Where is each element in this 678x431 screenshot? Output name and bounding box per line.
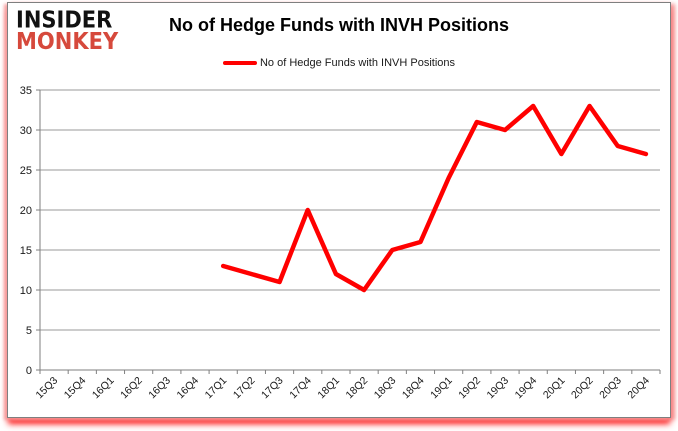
x-tick-label: 16Q2 [118,375,145,402]
x-tick-label: 18Q1 [315,375,342,402]
insider-monkey-logo: INSIDER MONKEY [16,6,119,55]
x-tick-label: 18Q4 [400,375,427,402]
y-tick-label: 25 [20,165,32,177]
legend-line-swatch [222,61,257,65]
x-tick-label: 16Q3 [146,375,173,402]
series-line-invh [220,103,649,293]
legend-label: No of Hedge Funds with INVH Positions [259,57,456,69]
y-tick-label: 5 [26,325,32,337]
y-tick-label: 10 [20,285,32,297]
y-tick-label: 35 [20,85,32,97]
x-tick-label: 15Q3 [34,375,61,402]
x-tick-label: 20Q1 [541,375,568,402]
x-tick-label: 18Q3 [372,375,399,402]
x-tick-label: 19Q4 [513,375,540,402]
x-tick-label: 17Q1 [203,375,230,402]
logo-line-monkey: MONKEY [16,28,119,55]
x-tick-label: 20Q2 [569,375,596,402]
chart-card: INSIDER MONKEY No of Hedge Funds with IN… [7,2,671,418]
x-tick-label: 17Q3 [259,375,286,402]
x-tick-label: 15Q4 [62,375,89,402]
x-tick-label: 16Q4 [174,375,201,402]
x-tick-label: 17Q2 [231,375,258,402]
logo-line-insider: INSIDER [16,6,113,33]
x-tick-label: 20Q4 [625,375,652,402]
chart-legend: No of Hedge Funds with INVH Positions [8,57,670,69]
y-tick-label: 20 [20,205,32,217]
x-tick-label: 19Q2 [456,375,483,402]
x-tick-label: 19Q1 [428,375,455,402]
x-tick-label: 20Q3 [597,375,624,402]
x-tick-label: 18Q2 [344,375,371,402]
y-tick-label: 30 [20,125,32,137]
x-tick-label: 16Q1 [90,375,117,402]
y-tick-label: 15 [20,245,32,257]
x-tick-label: 19Q3 [484,375,511,402]
chart-title: No of Hedge Funds with INVH Positions [169,15,509,35]
y-tick-label: 0 [26,365,32,377]
x-tick-label: 17Q4 [287,375,314,402]
